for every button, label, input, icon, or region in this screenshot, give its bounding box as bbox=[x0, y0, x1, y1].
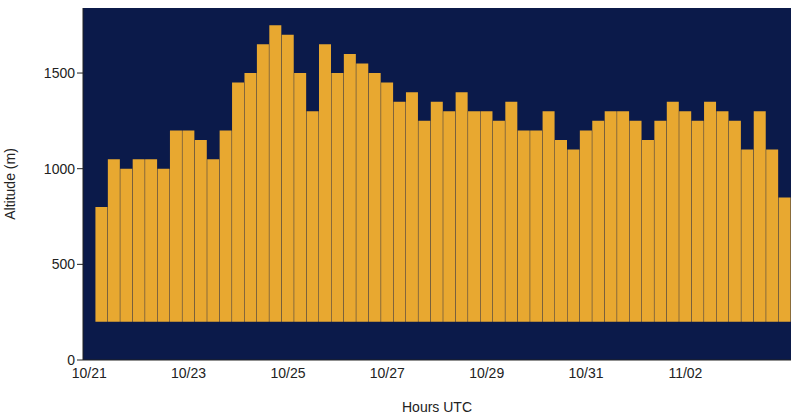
svg-text:10/31: 10/31 bbox=[569, 365, 604, 381]
svg-text:1000: 1000 bbox=[44, 161, 75, 177]
svg-text:10/27: 10/27 bbox=[370, 365, 405, 381]
svg-text:0: 0 bbox=[67, 352, 75, 368]
svg-text:1500: 1500 bbox=[44, 65, 75, 81]
svg-text:500: 500 bbox=[52, 256, 76, 272]
svg-text:Hours UTC: Hours UTC bbox=[402, 399, 472, 415]
svg-text:11/02: 11/02 bbox=[668, 365, 702, 381]
svg-text:10/29: 10/29 bbox=[469, 365, 504, 381]
svg-text:10/21: 10/21 bbox=[72, 365, 107, 381]
svg-text:Altitude (m): Altitude (m) bbox=[2, 148, 18, 220]
svg-text:10/23: 10/23 bbox=[171, 365, 206, 381]
svg-text:10/25: 10/25 bbox=[270, 365, 305, 381]
